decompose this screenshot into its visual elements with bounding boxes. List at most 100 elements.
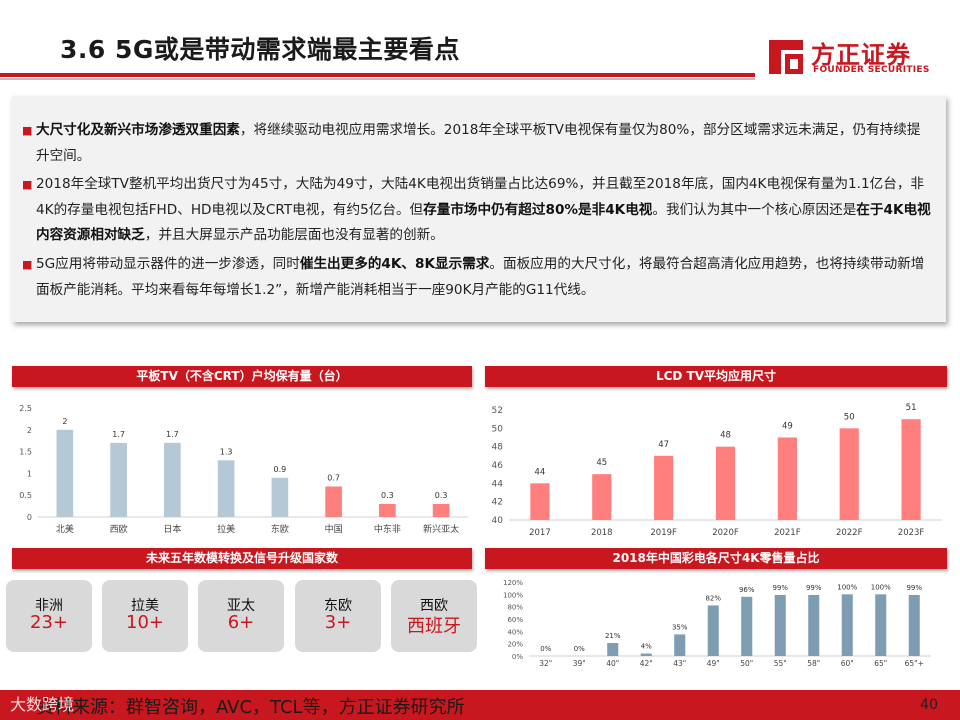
page-title: 3.6 5G或是带动需求端最主要看点 xyxy=(60,35,460,64)
bar xyxy=(164,442,181,517)
data-label: 0.7 xyxy=(327,473,340,482)
bar xyxy=(901,419,921,520)
x-tick-label: 49" xyxy=(707,659,720,668)
region-card-latam: 拉美 10+ xyxy=(102,580,188,652)
bullet-text: 2018年全球TV整机平均出货尺寸为45寸，大陆为49寸，大陆4K电视出货销量占… xyxy=(22,172,934,249)
bar xyxy=(640,653,652,656)
y-tick-label: 44 xyxy=(492,479,504,489)
bar xyxy=(56,429,74,517)
y-tick-label: 0 xyxy=(27,513,32,522)
bullet-item: ■ 大尺寸化及新兴市场渗透双重因素，将继续驱动电视应用需求增长。2018年全球平… xyxy=(22,118,934,169)
bar xyxy=(607,643,619,656)
bar xyxy=(674,634,686,656)
x-tick-label: 日本 xyxy=(163,523,181,535)
y-tick-label: 42 xyxy=(492,498,503,508)
y-tick-label: 1.5 xyxy=(19,448,32,457)
y-tick-label: 48 xyxy=(492,443,504,453)
region-value: 西班牙 xyxy=(407,616,461,637)
bar xyxy=(875,594,887,656)
bullet-segment: 。我们认为其中一个核心原因还是 xyxy=(652,201,857,218)
region-name: 亚太 xyxy=(227,598,255,614)
chart3-title-bar: 2018年中国彩电各尺寸4K零售量占比 xyxy=(485,548,947,569)
x-tick-label: 2017 xyxy=(529,528,551,538)
x-tick-label: 2022F xyxy=(836,528,863,538)
y-tick-label: 60% xyxy=(507,616,523,624)
bullet-item: ■ 5G应用将带动显示器件的进一步渗透，同时催生出更多的4K、8K显示需求。面板… xyxy=(22,252,934,303)
x-tick-label: 2019F xyxy=(650,528,677,538)
source-note: 资料来源：群智咨询，AVC，TCL等，方正证券研究所 xyxy=(36,697,465,718)
bar xyxy=(530,483,550,520)
y-tick-label: 40 xyxy=(492,516,504,526)
y-tick-label: 20% xyxy=(507,641,523,649)
bullet-marker-icon: ■ xyxy=(22,124,33,137)
x-tick-label: 拉美 xyxy=(217,523,235,535)
bullet-text: 5G应用将带动显示器件的进一步渗透，同时催生出更多的4K、8K显示需求。面板应用… xyxy=(22,252,934,303)
y-tick-label: 2.5 xyxy=(19,404,32,413)
bullet-marker-icon: ■ xyxy=(22,258,33,271)
x-tick-label: 2020F xyxy=(712,528,739,538)
data-label: 0.3 xyxy=(381,491,394,500)
data-label: 21% xyxy=(605,632,621,640)
data-label: 1.7 xyxy=(112,430,125,439)
bullet-segment: 5G应用将带动显示器件的进一步渗透，同时 xyxy=(36,256,300,272)
y-tick-label: 50 xyxy=(492,424,504,434)
x-tick-label: 北美 xyxy=(56,523,74,535)
data-label: 0% xyxy=(540,645,551,653)
bar xyxy=(839,428,859,520)
logo-english-name: FOUNDER SECURITIES xyxy=(813,65,930,75)
y-tick-label: 100% xyxy=(503,591,523,599)
bar xyxy=(325,486,342,517)
region-value: 3+ xyxy=(324,612,352,633)
bullet-item: ■ 2018年全球TV整机平均出货尺寸为45寸，大陆为49寸，大陆4K电视出货销… xyxy=(22,172,934,249)
bar xyxy=(654,455,674,520)
data-label: 82% xyxy=(705,594,721,602)
x-tick-label: 西欧 xyxy=(110,523,128,535)
data-label: 96% xyxy=(739,586,755,594)
y-tick-label: 0.5 xyxy=(19,491,32,500)
data-label: 44 xyxy=(535,467,546,477)
bar xyxy=(592,474,612,520)
region-name: 东欧 xyxy=(324,598,352,614)
data-label: 4% xyxy=(641,643,652,651)
y-tick-label: 120% xyxy=(503,579,523,587)
y-tick-label: 52 xyxy=(492,406,503,416)
bullet-emphasis: 在于4K电视内容资源相对缺乏 xyxy=(36,201,931,244)
y-tick-label: 1 xyxy=(27,469,32,478)
bullet-segment: ，将继续驱动电视应用需求增长。2018年全球平板TV电视保有量仅为80%，部分区… xyxy=(36,122,921,164)
region-value: 10+ xyxy=(126,612,164,633)
region-name: 非洲 xyxy=(35,598,63,614)
data-label: 100% xyxy=(837,583,857,591)
bar xyxy=(808,594,820,656)
bar xyxy=(432,503,450,517)
bullet-segment: 2018年全球TV整机平均出货尺寸为45寸，大陆为49寸，大陆4K电视出货销量占… xyxy=(36,176,925,218)
bar xyxy=(715,446,736,520)
watermark: 大数跨境 xyxy=(10,695,75,714)
data-label: 47 xyxy=(658,440,669,450)
region-value: 6+ xyxy=(227,612,255,633)
data-label: 100% xyxy=(871,583,891,591)
bar xyxy=(110,442,127,517)
footer-band xyxy=(0,690,960,720)
x-tick-label: 32" xyxy=(539,659,552,668)
bullet-marker-icon: ■ xyxy=(22,178,33,191)
x-tick-label: 2021F xyxy=(774,528,801,538)
bar xyxy=(707,605,719,656)
region-name: 拉美 xyxy=(131,598,159,614)
y-tick-label: 40% xyxy=(507,628,523,636)
x-tick-label: 新兴亚太 xyxy=(423,523,459,535)
logo-chinese-name: 方正证券 xyxy=(811,41,911,69)
x-tick-label: 39" xyxy=(573,659,586,668)
page-number: 40 xyxy=(920,697,938,713)
y-tick-label: 46 xyxy=(492,461,504,471)
x-tick-label: 43" xyxy=(673,659,686,668)
bar xyxy=(271,477,289,517)
region-card-africa: 非洲 23+ xyxy=(6,580,92,652)
summary-text-box: ■ 大尺寸化及新兴市场渗透双重因素，将继续驱动电视应用需求增长。2018年全球平… xyxy=(12,96,946,322)
bullet-emphasis: 催生出更多的4K、8K显示需求 xyxy=(299,256,490,272)
data-label: 99% xyxy=(806,584,822,592)
bar xyxy=(841,594,853,656)
x-tick-label: 中东非 xyxy=(374,523,401,535)
region-name: 西欧 xyxy=(420,598,448,614)
logo-mark-icon xyxy=(769,40,803,74)
x-tick-label: 40" xyxy=(606,659,619,668)
